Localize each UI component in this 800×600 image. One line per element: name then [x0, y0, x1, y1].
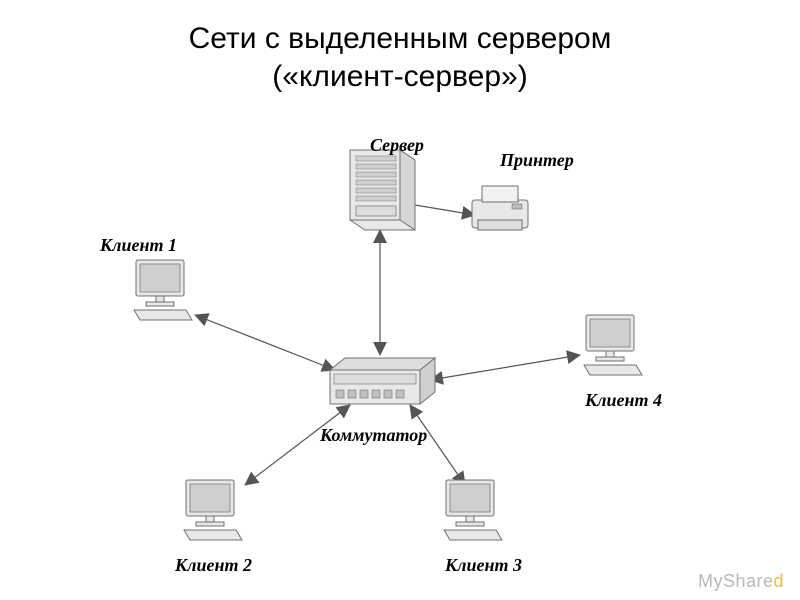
network-diagram: Сервер Принтер Коммутатор Клиент 1 Клиент 2 К…	[80, 120, 720, 580]
node-label: Клиент 1	[100, 235, 177, 256]
pc-icon	[584, 315, 642, 375]
node-label: Клиент 4	[585, 390, 662, 411]
pc-icon	[444, 480, 502, 540]
edge	[430, 355, 580, 380]
network-svg	[80, 120, 720, 580]
watermark: MyShared	[698, 571, 784, 592]
title-line-1: Сети с выделенным сервером	[189, 22, 612, 55]
watermark-accent: d	[773, 571, 784, 591]
node-label: Принтер	[500, 150, 574, 171]
pc-icon	[134, 260, 192, 320]
watermark-prefix: MyShare	[698, 571, 774, 591]
page-title: Сети с выделенным сервером («клиент-серв…	[0, 20, 800, 95]
edge	[195, 315, 335, 370]
switch-icon	[330, 358, 435, 404]
title-line-2: («клиент-сервер»)	[272, 60, 527, 93]
server-icon	[350, 150, 415, 230]
edge	[415, 205, 475, 215]
printer-icon	[472, 186, 528, 230]
node-label: Клиент 3	[445, 555, 522, 576]
node-label: Клиент 2	[175, 555, 252, 576]
pc-icon	[184, 480, 242, 540]
node-label: Коммутатор	[320, 425, 427, 446]
node-label: Сервер	[370, 135, 424, 156]
